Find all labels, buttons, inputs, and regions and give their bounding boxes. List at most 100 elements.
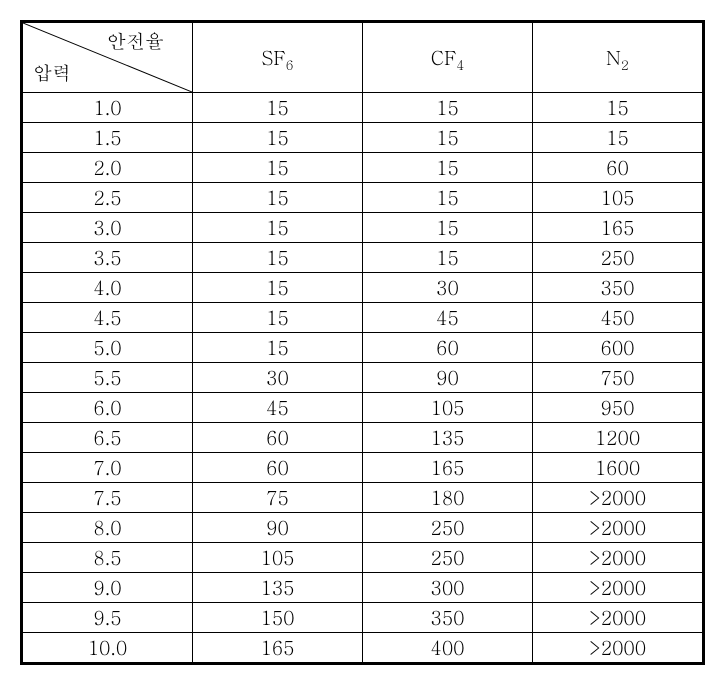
gas-safety-table-wrap: 안전율 압력 SF6 CF4 N2 1.0 15 15 15 [20,20,705,665]
cell-n2: 1200 [533,423,703,453]
table-row: 7.5 75 180 >2000 [23,483,703,513]
cell-cf4: 105 [363,393,533,423]
cell-cf4: 180 [363,483,533,513]
cell-sf6: 60 [193,453,363,483]
cell-cf4: 250 [363,513,533,543]
table-row: 6.5 60 135 1200 [23,423,703,453]
table-row: 3.0 15 15 165 [23,213,703,243]
table-row: 4.5 15 45 450 [23,303,703,333]
header-cf4: CF4 [363,23,533,93]
cell-sf6: 135 [193,573,363,603]
cell-cf4: 15 [363,213,533,243]
cell-cf4: 250 [363,543,533,573]
cell-cf4: 165 [363,453,533,483]
header-n2-sub: 2 [621,55,629,74]
cell-sf6: 105 [193,543,363,573]
table-row: 9.0 135 300 >2000 [23,573,703,603]
cell-n2: 15 [533,93,703,123]
cell-n2: >2000 [533,483,703,513]
header-n2: N2 [533,23,703,93]
cell-pressure: 7.5 [23,483,193,513]
cell-sf6: 15 [193,153,363,183]
cell-pressure: 9.5 [23,603,193,633]
table-row: 1.0 15 15 15 [23,93,703,123]
cell-pressure: 3.0 [23,213,193,243]
cell-n2: 450 [533,303,703,333]
cell-pressure: 7.0 [23,453,193,483]
cell-pressure: 8.5 [23,543,193,573]
cell-sf6: 15 [193,273,363,303]
cell-pressure: 10.0 [23,633,193,663]
header-cf4-sub: 4 [456,55,464,74]
table-row: 1.5 15 15 15 [23,123,703,153]
cell-cf4: 15 [363,153,533,183]
header-n2-base: N [606,44,621,71]
cell-sf6: 15 [193,333,363,363]
cell-sf6: 15 [193,123,363,153]
table-row: 6.0 45 105 950 [23,393,703,423]
cell-pressure: 2.5 [23,183,193,213]
cell-n2: 165 [533,213,703,243]
cell-sf6: 165 [193,633,363,663]
cell-n2: 15 [533,123,703,153]
table-row: 7.0 60 165 1600 [23,453,703,483]
cell-pressure: 6.0 [23,393,193,423]
table-row: 5.0 15 60 600 [23,333,703,363]
cell-n2: >2000 [533,573,703,603]
cell-n2: 950 [533,393,703,423]
cell-n2: 250 [533,243,703,273]
cell-sf6: 60 [193,423,363,453]
table-row: 5.5 30 90 750 [23,363,703,393]
cell-n2: 1600 [533,453,703,483]
cell-n2: 600 [533,333,703,363]
cell-sf6: 45 [193,393,363,423]
table-row: 4.0 15 30 350 [23,273,703,303]
cell-n2: 350 [533,273,703,303]
cell-pressure: 4.0 [23,273,193,303]
cell-n2: 750 [533,363,703,393]
cell-n2: >2000 [533,603,703,633]
cell-sf6: 90 [193,513,363,543]
cell-cf4: 400 [363,633,533,663]
table-row: 2.5 15 15 105 [23,183,703,213]
table-row: 2.0 15 15 60 [23,153,703,183]
diag-label-bottom: 압력 [33,59,71,86]
cell-n2: >2000 [533,513,703,543]
header-sf6: SF6 [193,23,363,93]
header-cf4-base: CF [431,44,457,71]
table-row: 9.5 150 350 >2000 [23,603,703,633]
cell-cf4: 30 [363,273,533,303]
cell-cf4: 60 [363,333,533,363]
cell-pressure: 8.0 [23,513,193,543]
cell-sf6: 75 [193,483,363,513]
table-header-row: 안전율 압력 SF6 CF4 N2 [23,23,703,93]
table-row: 8.0 90 250 >2000 [23,513,703,543]
cell-pressure: 2.0 [23,153,193,183]
table-body: 1.0 15 15 15 1.5 15 15 15 2.0 15 15 60 2… [23,93,703,663]
diag-label-top: 안전율 [107,27,164,54]
header-diagonal-cell: 안전율 압력 [23,23,193,93]
cell-n2: 105 [533,183,703,213]
cell-cf4: 300 [363,573,533,603]
cell-n2: >2000 [533,633,703,663]
cell-pressure: 6.5 [23,423,193,453]
cell-cf4: 15 [363,183,533,213]
cell-cf4: 90 [363,363,533,393]
cell-sf6: 15 [193,303,363,333]
cell-pressure: 5.5 [23,363,193,393]
gas-safety-table: 안전율 압력 SF6 CF4 N2 1.0 15 15 15 [22,22,703,663]
cell-cf4: 15 [363,93,533,123]
cell-pressure: 5.0 [23,333,193,363]
cell-sf6: 15 [193,243,363,273]
cell-n2: >2000 [533,543,703,573]
cell-sf6: 15 [193,213,363,243]
cell-cf4: 350 [363,603,533,633]
header-sf6-sub: 6 [286,55,294,74]
cell-pressure: 4.5 [23,303,193,333]
cell-pressure: 9.0 [23,573,193,603]
cell-cf4: 15 [363,243,533,273]
cell-n2: 60 [533,153,703,183]
cell-cf4: 45 [363,303,533,333]
table-row: 3.5 15 15 250 [23,243,703,273]
cell-cf4: 15 [363,123,533,153]
